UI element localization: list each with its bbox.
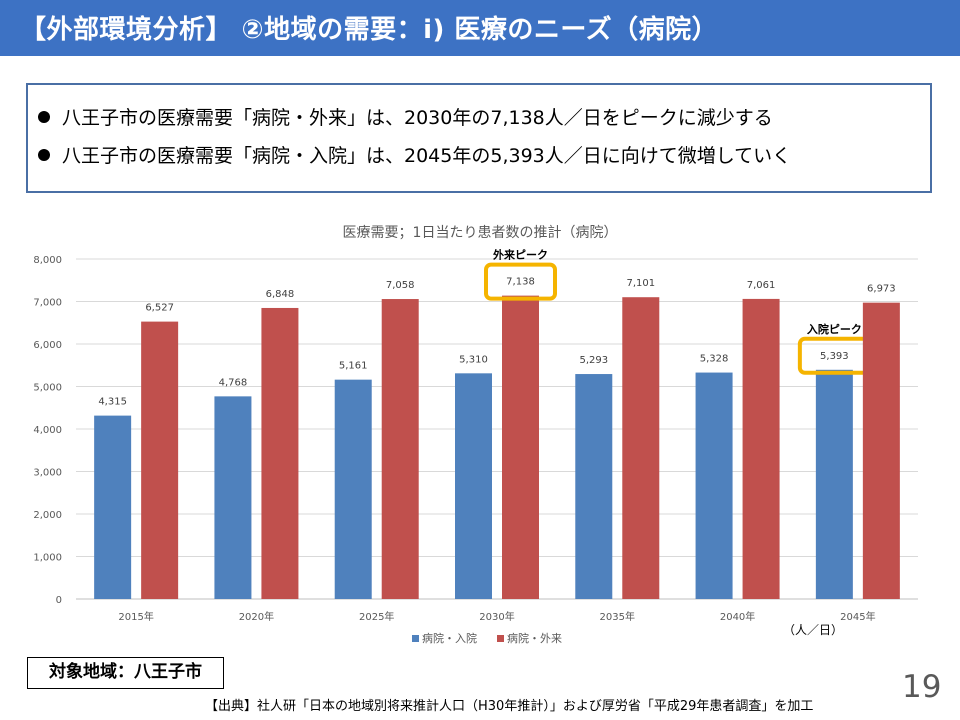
- bar-outpatient: [502, 295, 539, 599]
- summary-box: 八王子市の医療需要「病院・外来」は、2030年の7,138人／日をピークに減少す…: [26, 83, 932, 193]
- data-label: 7,101: [626, 278, 655, 289]
- unit-label: （人／日）: [783, 623, 844, 637]
- bullet-dot-icon: [38, 110, 50, 123]
- bar-inpatient: [94, 415, 132, 599]
- data-label: 6,527: [145, 303, 174, 314]
- bullet-dot-icon: [38, 148, 50, 161]
- page-number: 19: [902, 669, 942, 705]
- data-label: 5,310: [459, 354, 488, 365]
- data-label: 4,315: [98, 397, 127, 408]
- y-tick-label: 8,000: [33, 255, 62, 266]
- y-tick-label: 0: [56, 595, 62, 606]
- bar-inpatient: [815, 369, 853, 599]
- peak-highlight-box: [484, 262, 557, 301]
- y-tick-label: 1,000: [33, 553, 62, 564]
- chart-title: 医療需要；1日当たり患者数の推計（病院）: [343, 224, 618, 241]
- bar-outpatient: [742, 298, 780, 599]
- data-label: 7,138: [506, 277, 535, 288]
- bullet-text: 八王子市の医療需要「病院・入院」は、2045年の5,393人／日に向けて微増して…: [62, 145, 792, 167]
- bar-inpatient: [214, 396, 252, 599]
- y-tick-label: 5,000: [33, 383, 62, 394]
- bar-outpatient: [622, 297, 660, 599]
- y-tick-label: 4,000: [33, 425, 62, 436]
- peak-annotation: 外来ピーク: [492, 248, 548, 262]
- x-tick-label: 2045年: [840, 610, 875, 623]
- data-label: 4,768: [219, 377, 248, 388]
- y-tick-label: 2,000: [33, 510, 62, 521]
- source-citation: 【出典】社人研「日本の地域別将来推計人口（H30年推計）」および厚労省「平成29…: [205, 699, 814, 714]
- data-label: 5,293: [579, 355, 608, 366]
- target-region-label: 対象地域：八王子市: [27, 657, 224, 689]
- data-label: 6,848: [266, 289, 295, 300]
- data-label: 6,973: [867, 284, 896, 295]
- x-tick-label: 2025年: [359, 610, 394, 623]
- legend-swatch: [412, 635, 419, 642]
- bar-outpatient: [141, 321, 179, 599]
- bullet-item: 八王子市の医療需要「病院・入院」は、2045年の5,393人／日に向けて微増して…: [38, 141, 791, 168]
- x-tick-label: 2030年: [479, 610, 514, 623]
- legend-swatch: [497, 635, 504, 642]
- x-tick-label: 2020年: [239, 610, 274, 623]
- x-tick-label: 2040年: [720, 610, 755, 623]
- bar-inpatient: [575, 374, 613, 599]
- bullet-item: 八王子市の医療需要「病院・外来」は、2030年の7,138人／日をピークに減少す…: [38, 103, 773, 130]
- data-label: 5,161: [339, 361, 368, 372]
- data-label: 7,061: [747, 280, 776, 291]
- legend-label: 病院・外来: [507, 631, 562, 645]
- bar-inpatient: [695, 372, 733, 599]
- legend-label: 病院・入院: [422, 631, 477, 645]
- bar-chart: 医療需要；1日当たり患者数の推計（病院） 0 1,000 2,000 3,000 4,00…: [33, 224, 918, 645]
- data-label: 7,058: [386, 280, 415, 291]
- slide-header: 【外部環境分析】 ②地域の需要：i) 医療のニーズ（病院）: [0, 0, 960, 56]
- x-tick-label: 2015年: [118, 610, 153, 623]
- bullet-text: 八王子市の医療需要「病院・外来」は、2030年の7,138人／日をピークに減少す…: [62, 107, 773, 129]
- data-label: 5,328: [700, 354, 729, 365]
- y-tick-label: 7,000: [33, 298, 62, 309]
- data-label: 5,393: [820, 351, 849, 362]
- bar-outpatient: [381, 299, 419, 599]
- bar-outpatient: [862, 302, 900, 599]
- peak-annotation: 入院ピーク: [807, 322, 862, 336]
- slide-title: 【外部環境分析】 ②地域の需要：i) 医療のニーズ（病院）: [20, 15, 719, 45]
- y-tick-label: 3,000: [33, 468, 62, 479]
- bar-outpatient: [261, 307, 299, 599]
- y-tick-label: 6,000: [33, 340, 62, 351]
- bar-inpatient: [455, 373, 492, 599]
- x-tick-label: 2035年: [600, 610, 635, 623]
- bar-inpatient: [334, 379, 372, 599]
